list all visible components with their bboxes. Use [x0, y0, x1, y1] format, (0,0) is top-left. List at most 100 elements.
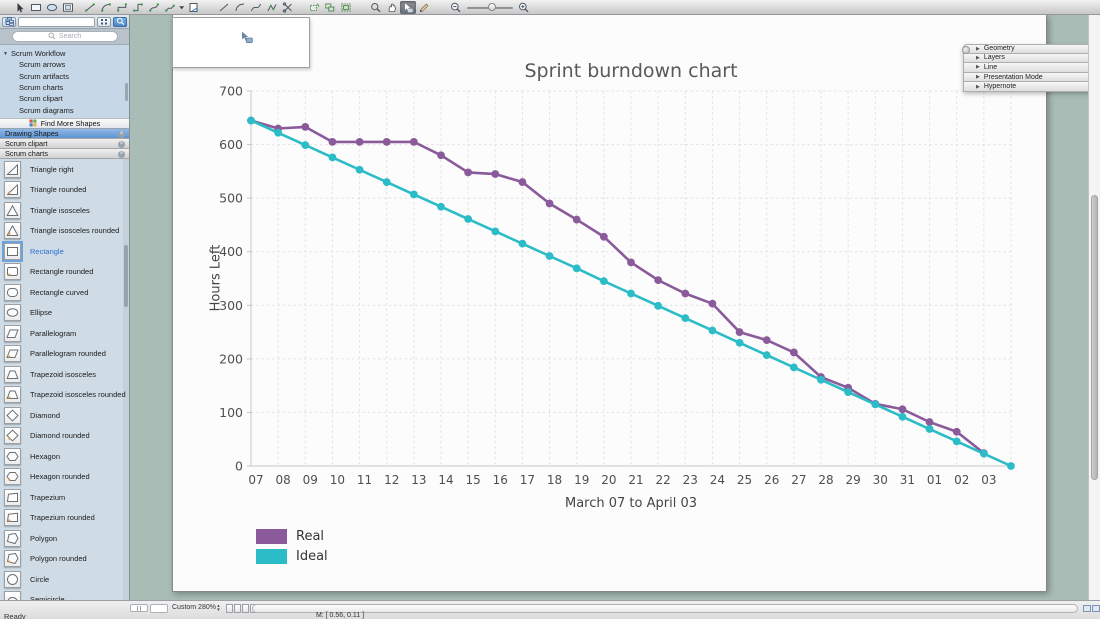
shape-item-trapezoid-isosceles[interactable]: Trapezoid isosceles — [0, 364, 129, 385]
arc-tool[interactable] — [232, 1, 248, 14]
tree-item-scrum-charts[interactable]: Scrum charts — [19, 82, 64, 92]
align-tool[interactable] — [338, 1, 354, 14]
connector-dropdown[interactable] — [178, 1, 186, 14]
shape-item-polygon[interactable]: Polygon — [0, 528, 129, 549]
split-tool[interactable] — [280, 1, 296, 14]
shape-item-circle[interactable]: Circle — [0, 569, 129, 590]
trapezium-icon — [4, 488, 21, 506]
status-bar: Custom 280% ▲ ▼ Ready M: [ 0.56, 0.11 ] — [0, 600, 1100, 619]
shape-item-triangle-right[interactable]: Triangle right — [0, 159, 129, 180]
pencil-tool[interactable] — [416, 1, 432, 14]
zoom-stepper[interactable]: ▲ ▼ — [216, 603, 221, 612]
pane-splitter-grip[interactable] — [130, 604, 148, 612]
drawing-canvas[interactable]: 0 100 200 300 400 500 600 700 07 08 09 10 11 12 13 14 15… — [130, 15, 1088, 600]
frame-tool[interactable] — [60, 1, 76, 14]
shape-item-rectangle-rounded[interactable]: Rectangle rounded — [0, 262, 129, 283]
shape-list-scrollbar[interactable] — [123, 159, 129, 600]
section-scrum-clipart[interactable]: Scrum clipart × — [0, 139, 129, 149]
reshape-tool[interactable] — [264, 1, 280, 14]
bezier-tool[interactable] — [248, 1, 264, 14]
tree-item-scrum-workflow[interactable]: ▼ Scrum Workflow — [3, 49, 66, 58]
zoom-level-label[interactable]: Custom 280% — [172, 604, 216, 611]
connector-smart-tool[interactable] — [162, 1, 178, 14]
rotate-tool[interactable] — [306, 1, 322, 14]
connector-elbow-tool[interactable] — [114, 1, 130, 14]
triangle-isosceles-icon — [4, 201, 21, 219]
hyperlink-tool[interactable] — [186, 1, 202, 14]
tree-item-scrum-artifacts[interactable]: Scrum artifacts — [19, 71, 70, 81]
shape-item-triangle-isosceles[interactable]: Triangle isosceles — [0, 200, 129, 221]
connector-step-tool[interactable] — [130, 1, 146, 14]
sidebar-search-button[interactable] — [113, 16, 127, 27]
position-tool[interactable] — [400, 0, 416, 14]
line-tool[interactable] — [216, 1, 232, 14]
search-input[interactable]: Search — [11, 31, 118, 42]
trapezoid-isosceles-icon — [4, 365, 21, 383]
inspector-section-geometry[interactable]: ▶ Geometry — [962, 44, 1100, 54]
connector-curve-tool[interactable] — [98, 1, 114, 14]
horizontal-scrollbar[interactable] — [252, 603, 1078, 613]
hexagon-icon — [4, 447, 21, 465]
select-tool[interactable] — [12, 1, 28, 14]
close-icon[interactable]: × — [118, 150, 125, 158]
chevron-down-icon: ▼ — [3, 50, 8, 57]
library-tree: ▼ Scrum Workflow Scrum arrows Scrum artif… — [0, 45, 129, 118]
tree-item-scrum-diagrams[interactable]: Scrum diagrams — [19, 105, 74, 115]
tree-item-scrum-clipart[interactable]: Scrum clipart — [19, 94, 63, 104]
ellipse-icon — [4, 304, 21, 322]
vertical-scrollbar[interactable] — [1088, 15, 1100, 600]
connector-spline-tool[interactable] — [146, 1, 162, 14]
shape-item-ellipse[interactable]: Ellipse — [0, 303, 129, 324]
shape-item-hexagon-rounded[interactable]: Hexagon rounded — [0, 467, 129, 488]
find-more-shapes-button[interactable]: Find More Shapes — [0, 118, 129, 129]
inspector-section-presentation-mode[interactable]: ▶ Presentation Mode — [963, 72, 1100, 83]
grid-view-button[interactable] — [97, 16, 111, 27]
trapezoid-isosceles-rounded-icon — [4, 386, 21, 404]
tree-item-scrum-arrows[interactable]: Scrum arrows — [19, 60, 66, 70]
shape-item-semicircle[interactable]: Semicircle — [0, 590, 129, 600]
zoom-in-button[interactable] — [516, 1, 532, 14]
ellipse-tool[interactable] — [44, 1, 60, 14]
hexagon-rounded-icon — [4, 468, 21, 486]
pan-tool[interactable] — [384, 1, 400, 14]
document-page[interactable]: 0 100 200 300 400 500 600 700 07 08 09 10 11 12 13 14 15… — [172, 15, 1047, 592]
shape-item-trapezium[interactable]: Trapezium — [0, 487, 129, 508]
scrollbar-thumb[interactable] — [124, 245, 128, 307]
shape-item-trapezoid-isosceles-rounded[interactable]: Trapezoid isosceles rounded — [0, 385, 129, 406]
tree-view-button[interactable] — [2, 16, 16, 27]
shape-item-trapezium-rounded[interactable]: Trapezium rounded — [0, 508, 129, 529]
shape-item-diamond-rounded[interactable]: Diamond rounded — [0, 426, 129, 447]
close-icon[interactable]: × — [118, 130, 125, 138]
zoom-slider-thumb[interactable] — [488, 3, 497, 11]
inspector-section-hypernote[interactable]: ▶ Hypernote — [963, 82, 1100, 92]
svg-text:10: 10 — [330, 473, 345, 487]
vertical-scrollbar-thumb[interactable] — [1091, 195, 1098, 480]
shape-item-diamond[interactable]: Diamond — [0, 405, 129, 426]
corner-buttons[interactable] — [1083, 605, 1100, 612]
zoom-tool[interactable] — [368, 1, 384, 14]
section-scrum-charts[interactable]: Scrum charts × — [0, 149, 129, 159]
triangle-isosceles-rounded-icon — [4, 222, 21, 240]
shape-item-rectangle-curved[interactable]: Rectangle curved — [0, 282, 129, 303]
zoom-out-button[interactable] — [448, 1, 464, 14]
shape-item-parallelogram-rounded[interactable]: Parallelogram rounded — [0, 344, 129, 365]
rectangle-tool[interactable] — [28, 1, 44, 14]
shape-item-triangle-isosceles-rounded[interactable]: Triangle isosceles rounded — [0, 221, 129, 242]
inspector-section-layers[interactable]: ▶ Layers — [963, 53, 1100, 64]
shape-item-rectangle[interactable]: Rectangle — [0, 240, 129, 262]
zoom-slider[interactable] — [467, 2, 513, 12]
find-more-shapes-icon — [29, 119, 37, 129]
inspector-section-line[interactable]: ▶ Line — [963, 63, 1100, 73]
shape-item-parallelogram[interactable]: Parallelogram — [0, 323, 129, 344]
close-icon[interactable]: × — [118, 140, 125, 148]
tree-scrollbar[interactable] — [125, 83, 128, 101]
section-drawing-shapes[interactable]: Drawing Shapes × — [0, 129, 129, 139]
shape-item-triangle-rounded[interactable]: Triangle rounded — [0, 180, 129, 201]
connector-direct-tool[interactable] — [82, 1, 98, 14]
shape-item-hexagon[interactable]: Hexagon — [0, 446, 129, 467]
shape-item-polygon-rounded[interactable]: Polygon rounded — [0, 549, 129, 570]
library-filter-input[interactable] — [18, 16, 95, 27]
group-tool[interactable] — [322, 1, 338, 14]
svg-text:09: 09 — [303, 473, 318, 487]
